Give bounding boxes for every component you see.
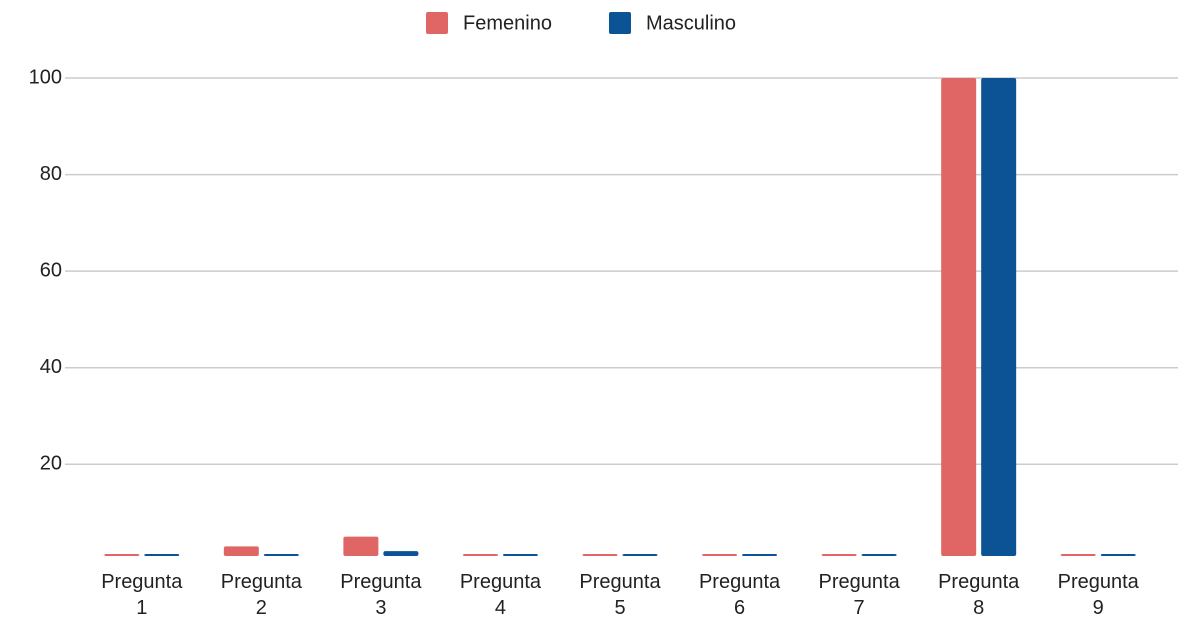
x-tick-label: Pregunta 1 [101, 571, 183, 619]
y-tick-label: 60 [40, 259, 62, 281]
x-tick-label: Pregunta 8 [938, 571, 1020, 619]
x-tick-label: Pregunta 7 [819, 571, 901, 619]
bar [383, 551, 419, 556]
x-tick-label: Pregunta 9 [1058, 571, 1140, 619]
bar [223, 546, 259, 556]
bar [502, 554, 538, 556]
x-tick-label: Pregunta 5 [579, 571, 661, 619]
legend-swatch [609, 12, 631, 34]
x-tick-label: Pregunta 3 [340, 571, 422, 619]
bar [1060, 554, 1096, 556]
y-tick-label: 80 [40, 163, 62, 185]
y-tick-label: 100 [29, 66, 62, 88]
bar [941, 78, 977, 556]
y-tick-label: 20 [40, 453, 62, 475]
legend-label: Femenino [463, 12, 552, 34]
x-tick-label: Pregunta 2 [221, 571, 303, 619]
bar [582, 554, 618, 556]
bar [144, 554, 180, 556]
bar [622, 554, 658, 556]
x-tick-label: Pregunta 6 [699, 571, 781, 619]
bar [742, 554, 778, 556]
legend-swatch [426, 12, 448, 34]
y-tick-label: 40 [40, 356, 62, 378]
bar [343, 536, 379, 556]
legend-label: Masculino [646, 12, 736, 34]
bar [462, 554, 498, 556]
bar [702, 554, 738, 556]
bar [104, 554, 140, 556]
bar [1100, 554, 1136, 556]
bar [981, 78, 1017, 556]
bar [263, 554, 299, 556]
x-tick-label: Pregunta 4 [460, 571, 542, 619]
bar [861, 554, 897, 556]
bar [821, 554, 857, 556]
